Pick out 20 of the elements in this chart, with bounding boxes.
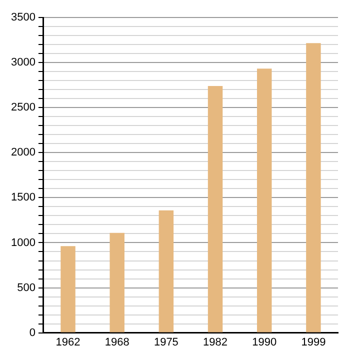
bar bbox=[158, 210, 174, 332]
y-tick-label: 2000 bbox=[10, 146, 36, 159]
x-tick-label: 1999 bbox=[301, 336, 326, 348]
bar bbox=[306, 43, 321, 332]
x-tick-label: 1968 bbox=[104, 336, 130, 348]
y-tick-label: 3000 bbox=[10, 56, 36, 69]
bar bbox=[208, 86, 223, 332]
x-tick-label: 1975 bbox=[154, 336, 178, 348]
y-tick-label: 1000 bbox=[10, 236, 36, 249]
y-tick-label: 3500 bbox=[10, 12, 36, 24]
y-tick-label: 0 bbox=[29, 326, 36, 339]
x-tick-label: 1982 bbox=[203, 336, 228, 348]
y-tick-label: 500 bbox=[17, 282, 36, 294]
bar bbox=[257, 68, 272, 332]
bar bbox=[60, 246, 76, 332]
x-tick-label: 1990 bbox=[252, 336, 277, 348]
x-tick-label: 1962 bbox=[56, 336, 80, 348]
bar bbox=[110, 232, 124, 332]
y-tick-label: 1500 bbox=[10, 192, 36, 204]
y-tick-label: 2500 bbox=[10, 102, 36, 114]
